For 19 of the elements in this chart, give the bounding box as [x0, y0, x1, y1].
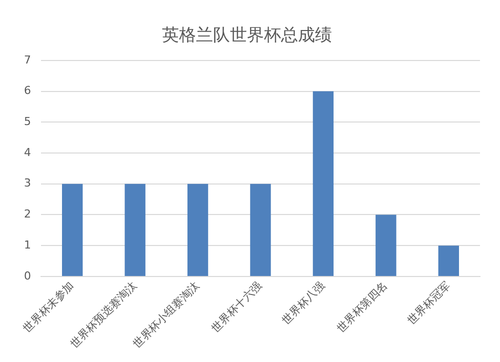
chart-title: 英格兰队世界杯总成绩 — [162, 26, 332, 46]
bar — [312, 91, 334, 276]
x-tick-label: 世界杯第四名 — [334, 279, 390, 335]
bar — [438, 246, 459, 276]
y-tick-label: 7 — [24, 53, 31, 66]
y-tick-label: 1 — [24, 238, 31, 252]
y-tick-label: 3 — [24, 176, 31, 190]
bar — [376, 214, 396, 276]
x-tick-label: 世界杯十六强 — [208, 279, 265, 335]
bar — [124, 184, 146, 276]
bar — [187, 184, 208, 276]
x-tick-label: 世界杯冠军 — [404, 279, 453, 328]
bar — [62, 184, 83, 276]
y-tick-label: 4 — [24, 146, 31, 159]
y-tick-label: 2 — [24, 208, 31, 221]
y-tick-label: 6 — [24, 84, 31, 98]
x-tick-label: 世界杯八强 — [279, 279, 328, 328]
bar — [250, 184, 271, 276]
y-tick-label: 5 — [24, 114, 31, 128]
